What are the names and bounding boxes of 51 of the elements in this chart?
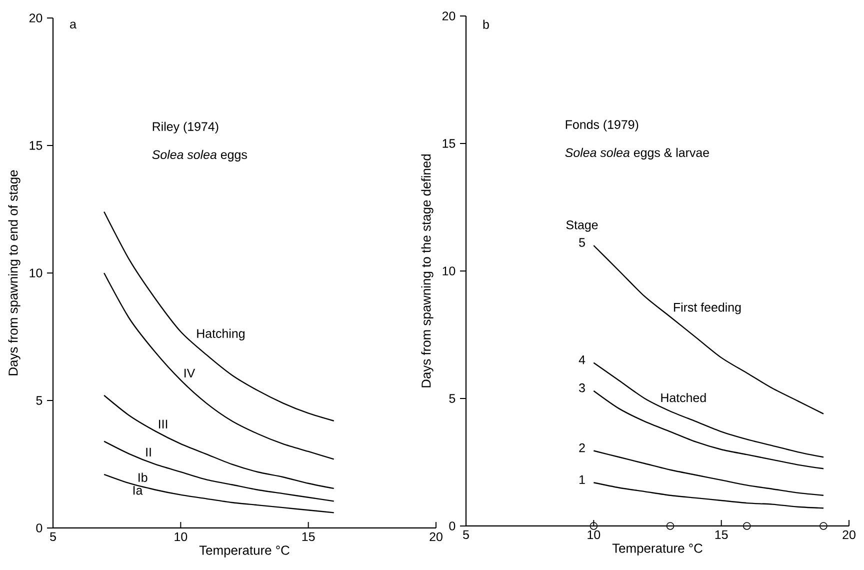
y-tick-label: 0 — [449, 522, 456, 530]
annotation: First feeding — [674, 302, 741, 314]
x-tick-label: 10 — [588, 530, 600, 540]
annotation: Riley (1974) — [152, 122, 218, 134]
annotation: Hatching — [197, 328, 244, 340]
series-label: 3 — [579, 383, 585, 392]
x-tick-label: 15 — [302, 532, 315, 542]
line-series — [593, 390, 824, 470]
y-axis-title: Days from spawning to the stage defined — [421, 154, 434, 388]
y-tick-label: 20 — [29, 14, 42, 22]
annotation: III — [158, 420, 168, 428]
x-tick-label: 20 — [842, 530, 856, 540]
y-tick-label: 5 — [36, 396, 42, 405]
line-series — [103, 211, 334, 422]
annotation: Ib — [138, 472, 148, 482]
annotation: Ia — [133, 486, 143, 495]
series-label: 1 — [580, 475, 585, 484]
x-tick-label: 10 — [174, 532, 188, 542]
y-tick-label: 5 — [449, 394, 456, 403]
y-tick-label: 15 — [30, 141, 42, 150]
line-series — [103, 272, 334, 460]
annotation: Hatched — [661, 393, 706, 402]
x-tick-label: 5 — [50, 532, 56, 542]
line-series — [103, 474, 334, 514]
line-series — [593, 244, 824, 414]
annotation: II — [146, 448, 151, 456]
x-tick-label: 5 — [463, 530, 469, 540]
annotation: b — [483, 20, 489, 29]
legend-title: Stage — [566, 220, 598, 232]
line-series — [593, 450, 824, 496]
series-label: 5 — [579, 238, 585, 247]
annotation: IV — [184, 368, 196, 378]
annotation: Solea solea eggs — [152, 150, 247, 162]
annotation: Solea solea eggs & larvae — [565, 148, 709, 160]
y-tick-label: 10 — [442, 266, 456, 276]
x-axis-title: Temperature °C — [199, 546, 290, 558]
annotation: Fonds (1979) — [566, 120, 638, 132]
y-axis-title: Days from spawning to end of stage — [8, 170, 20, 376]
y-tick-label: 20 — [442, 12, 456, 20]
y-tick-label: 10 — [30, 268, 42, 278]
x-tick-label: 20 — [430, 532, 442, 542]
x-axis-title: Temperature °C — [612, 544, 702, 556]
series-label: 4 — [578, 356, 586, 364]
x-tick-label: 15 — [715, 530, 728, 540]
y-tick-label: 15 — [442, 139, 456, 148]
line-series — [593, 362, 824, 458]
annotation: a — [70, 22, 76, 29]
line-series — [103, 440, 334, 502]
y-tick-label: 0 — [36, 524, 42, 532]
line-series — [593, 482, 824, 509]
series-label: 2 — [579, 443, 585, 452]
